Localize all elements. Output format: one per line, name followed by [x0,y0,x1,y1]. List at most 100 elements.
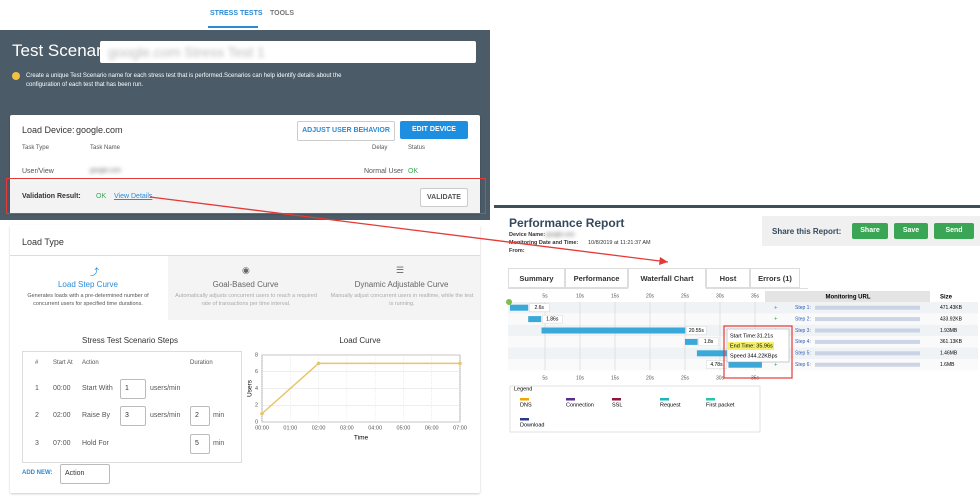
size: 1.6MB [940,362,955,368]
legend-swatch [612,398,621,401]
step-action: Hold For [82,440,109,447]
col-header: Delay [372,145,388,151]
task-name: google.com [90,168,122,174]
option-icon: ⤴ [90,267,100,277]
legend-label: Download [520,422,544,428]
device: google.com [546,232,575,238]
option-desc: Manually adjust concurrent users in real… [330,293,474,307]
expand-icon: + [774,362,778,368]
share-label: Share this Report: [772,227,842,236]
bar-label: 4.78s [710,362,723,368]
step-link: Step 3: [795,328,811,334]
step-action: Start With [82,385,113,392]
bar-label-bg [686,326,707,335]
x-tick-label: 01:00 [283,425,297,431]
col-header: Status [408,145,426,151]
y-tick-label: 4 [255,386,258,392]
device-label: Load Device: [22,125,75,135]
tooltip-highlight [728,342,774,350]
share-button[interactable]: Share [852,223,888,239]
tab-active[interactable]: Waterfall Chart [628,268,706,289]
step-start: 02:00 [53,412,71,419]
load-type-title: Load Type [22,237,64,247]
curve-point [316,361,321,366]
view-details-link[interactable]: View Details [114,193,153,200]
size: 1.93MB [940,328,958,334]
steps-table [22,351,242,463]
waterfall-bar [541,327,686,334]
x-tick-label: 15s [611,293,620,299]
users-input[interactable]: 3 [120,406,146,426]
step-n: 2 [35,412,39,419]
scenario-label: Test Scenario: [12,41,120,60]
tab[interactable]: Errors (1) [750,268,800,288]
legend-swatch [706,398,715,401]
bar-label-bg [706,360,727,369]
option[interactable] [10,256,166,320]
tooltip-highlight-box [723,325,793,379]
validation-status: OK [96,193,107,200]
legend-swatch [520,398,529,401]
task-type: User/View [22,168,54,175]
nav-item[interactable]: TOOLS [270,10,294,17]
steps-header: Action [82,360,99,366]
col-header: Task Name [90,145,121,151]
scenario-hint: Create a unique Test Scenario name for e… [26,73,342,88]
option[interactable] [168,256,323,320]
duration-input[interactable]: 2 [190,406,210,426]
steps-header: # [35,360,39,366]
delay: Normal User [364,168,404,175]
url-header [765,291,930,302]
nav: STRESS TESTS TOOLS [0,0,490,30]
x-tick-label: 5s [542,375,548,381]
url-blur [815,339,920,344]
adjust-button[interactable]: ADJUST USER BEHAVIOR [297,121,395,141]
bar-label-bg [529,303,550,312]
divider [10,255,480,256]
row-bg [508,313,978,325]
unit: min [213,412,225,419]
users-input[interactable]: 1 [120,379,146,399]
action-select[interactable]: Action [60,464,110,484]
curve-point [260,411,264,416]
bar-label: 20.55s [689,328,705,334]
url-blur [815,362,920,367]
duration-input[interactable]: 5 [190,434,210,454]
url-blur [815,317,920,322]
validate-button[interactable]: VALIDATE [420,188,468,207]
size: 1.46MB [940,351,958,357]
device-label: Device Name: [509,232,546,238]
tab[interactable]: Host [706,268,750,288]
nav-underline [208,26,258,28]
x-tick-label: 35s [751,293,760,299]
bar-label-bg [698,337,719,347]
edit-button[interactable]: EDIT DEVICE [400,121,468,139]
scenario-name: google.com Stress Test 1 [108,44,265,60]
url-blur [815,328,920,333]
step-link: Step 2: [795,316,811,322]
option[interactable] [323,256,480,320]
arrow-head [659,257,668,265]
tab[interactable]: Performance [565,268,628,288]
url-blur [815,305,920,310]
y-axis-label: Users [247,379,254,397]
tab[interactable]: Summary [508,268,565,288]
y-tick-label: 6 [255,369,258,375]
start-marker [506,299,512,305]
scenario-input[interactable]: google.com Stress Test 1 [100,41,476,63]
step-start: 07:00 [53,440,71,447]
save-button[interactable]: Save [894,223,928,239]
legend-box [509,385,761,433]
bar-label: 1.8s [704,339,714,345]
send-button[interactable]: Send [934,223,974,239]
legend-swatch [566,398,575,401]
nav-item[interactable]: STRESS TESTS [210,10,263,17]
unit: users/min [150,385,181,392]
x-tick-label: 02:00 [312,425,326,431]
bar-label: 2.6s [534,305,544,311]
validation-label: Validation Result: [22,193,81,200]
validation-row: Validation Result: OK View Details VALID… [10,181,480,213]
option-title: Goal-Based Curve [212,280,279,289]
